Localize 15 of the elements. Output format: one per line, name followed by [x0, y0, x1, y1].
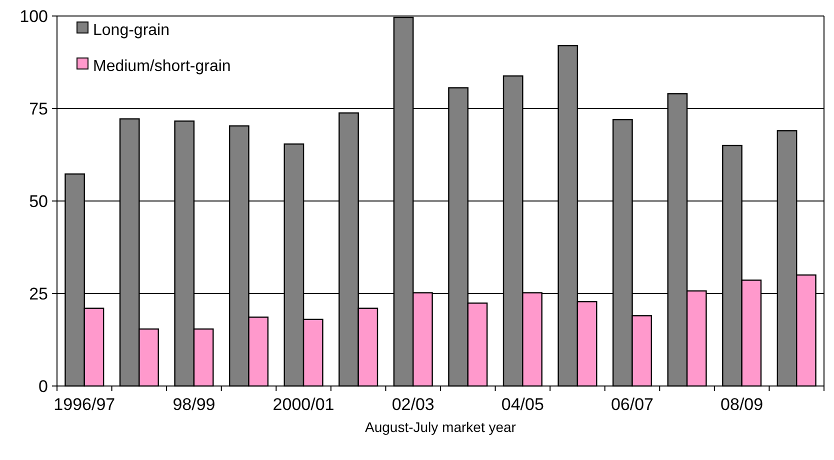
y-tick-label: 25 [29, 284, 48, 304]
x-tick-label: 02/03 [392, 395, 434, 414]
y-tick-label: 50 [29, 192, 48, 211]
y-tick-label: 0 [38, 376, 48, 396]
y-tick-label: 75 [29, 99, 48, 118]
x-tick-label: 08/09 [720, 395, 764, 414]
x-tick-label: 04/05 [501, 395, 544, 414]
x-tick-label: 06/07 [610, 395, 654, 414]
legend-label: Medium/short-grain [93, 58, 231, 75]
x-axis-title: August-July market year [365, 419, 516, 435]
x-tick-label: 1996/97 [54, 395, 116, 414]
y-tick-label: 100 [20, 6, 48, 26]
x-tick-label: 98/99 [172, 395, 216, 414]
legend-label: Long-grain [93, 22, 170, 39]
x-tick-label: 2000/01 [272, 395, 334, 414]
